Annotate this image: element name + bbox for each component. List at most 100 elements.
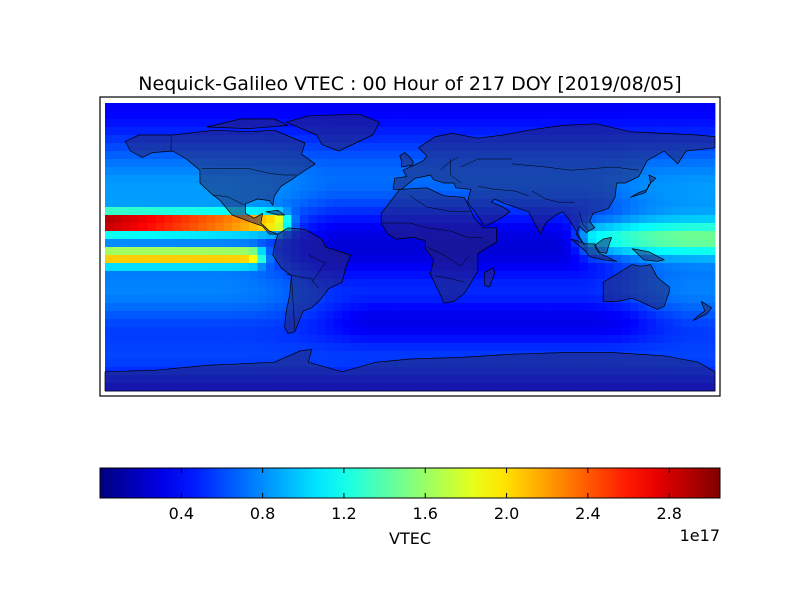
- heatmap-cell: [664, 351, 674, 360]
- heatmap-cell: [596, 287, 606, 296]
- heatmap-cell: [426, 311, 436, 320]
- heatmap-cell: [706, 175, 716, 184]
- heatmap-cell: [189, 191, 199, 200]
- heatmap-cell: [189, 343, 199, 352]
- heatmap-cell: [121, 135, 131, 144]
- heatmap-cell: [528, 223, 538, 232]
- heatmap-cell: [376, 311, 385, 320]
- heatmap-cell: [706, 127, 716, 136]
- heatmap-cell: [443, 351, 453, 360]
- heatmap-cell: [350, 359, 360, 368]
- heatmap-cell: [452, 191, 462, 200]
- heatmap-cell: [435, 311, 445, 320]
- heatmap-cell: [672, 183, 682, 192]
- heatmap-cell: [545, 119, 555, 128]
- heatmap-cell: [105, 255, 114, 264]
- heatmap-cell: [181, 359, 191, 368]
- heatmap-cell: [681, 199, 690, 208]
- heatmap-cell: [528, 247, 538, 256]
- heatmap-cell: [333, 167, 343, 176]
- heatmap-cell: [520, 327, 530, 336]
- heatmap-cell: [511, 111, 521, 120]
- heatmap-cell: [426, 255, 436, 264]
- heatmap-cell: [587, 287, 597, 296]
- country-border: [201, 168, 297, 176]
- heatmap-cell: [596, 303, 606, 312]
- heatmap-cell: [121, 111, 131, 120]
- heatmap-cell: [308, 143, 318, 152]
- heatmap-cell: [401, 335, 411, 344]
- heatmap-cell: [155, 271, 165, 280]
- heatmap-cell: [681, 271, 690, 280]
- heatmap-cell: [621, 183, 631, 192]
- heatmap-cell: [274, 271, 284, 280]
- heatmap-cell: [401, 119, 411, 128]
- heatmap-cell: [410, 159, 419, 168]
- heatmap-cell: [393, 311, 402, 320]
- heatmap-cell: [401, 303, 411, 312]
- heatmap-cell: [105, 183, 114, 192]
- heatmap-cell: [528, 335, 538, 344]
- heatmap-cell: [181, 335, 191, 344]
- heatmap-cell: [367, 343, 377, 352]
- heatmap-cell: [172, 311, 182, 320]
- heatmap-cell: [333, 151, 343, 160]
- heatmap-cell: [511, 223, 521, 232]
- heatmap-cell: [138, 303, 148, 312]
- heatmap-cell: [655, 223, 665, 232]
- heatmap-cell: [105, 303, 114, 312]
- heatmap-cell: [333, 303, 343, 312]
- heatmap-cell: [215, 287, 225, 296]
- heatmap-cell: [664, 279, 674, 288]
- heatmap-cell: [647, 335, 657, 344]
- heatmap-cell: [121, 143, 131, 152]
- heatmap-cell: [240, 287, 250, 296]
- heatmap-cell: [215, 247, 225, 256]
- heatmap-cell: [545, 311, 555, 320]
- heatmap-cell: [520, 287, 530, 296]
- heatmap-cell: [206, 303, 216, 312]
- heatmap-cell: [672, 127, 682, 136]
- heatmap-cell: [257, 295, 267, 304]
- heatmap-cell: [410, 287, 419, 296]
- heatmap-cell: [647, 247, 657, 256]
- heatmap-cell: [638, 343, 648, 352]
- heatmap-cell: [689, 231, 699, 240]
- heatmap-cell: [172, 127, 182, 136]
- heatmap-cell: [198, 207, 208, 216]
- heatmap-cell: [689, 319, 699, 328]
- heatmap-cell: [138, 263, 148, 272]
- heatmap-cell: [511, 263, 521, 272]
- heatmap-cell: [528, 295, 538, 304]
- heatmap-cell: [376, 199, 385, 208]
- heatmap-cell: [342, 279, 352, 288]
- heatmap-cell: [265, 279, 275, 288]
- heatmap-cell: [681, 151, 690, 160]
- heatmap-cell: [655, 247, 665, 256]
- heatmap-cell: [384, 263, 394, 272]
- heatmap-cell: [147, 287, 157, 296]
- heatmap-cell: [282, 199, 292, 208]
- heatmap-cell: [138, 119, 148, 128]
- heatmap-cell: [681, 215, 690, 224]
- heatmap-cell: [410, 183, 419, 192]
- heatmap-cell: [613, 263, 623, 272]
- heatmap-cell: [215, 335, 225, 344]
- heatmap-cell: [215, 111, 225, 120]
- heatmap-cell: [698, 151, 707, 160]
- heatmap-cell: [426, 303, 436, 312]
- heatmap-cell: [325, 215, 335, 224]
- heatmap-cell: [359, 239, 369, 248]
- heatmap-cell: [155, 127, 165, 136]
- heatmap-cell: [342, 327, 352, 336]
- heatmap-cell: [189, 319, 199, 328]
- heatmap-cell: [325, 295, 335, 304]
- heatmap-cell: [401, 183, 411, 192]
- heatmap-cell: [265, 335, 275, 344]
- heatmap-cell: [232, 215, 241, 224]
- heatmap-cell: [265, 199, 275, 208]
- heatmap-cell: [308, 151, 318, 160]
- heatmap-cell: [452, 311, 462, 320]
- heatmap-cell: [401, 311, 411, 320]
- heatmap-cell: [350, 175, 360, 184]
